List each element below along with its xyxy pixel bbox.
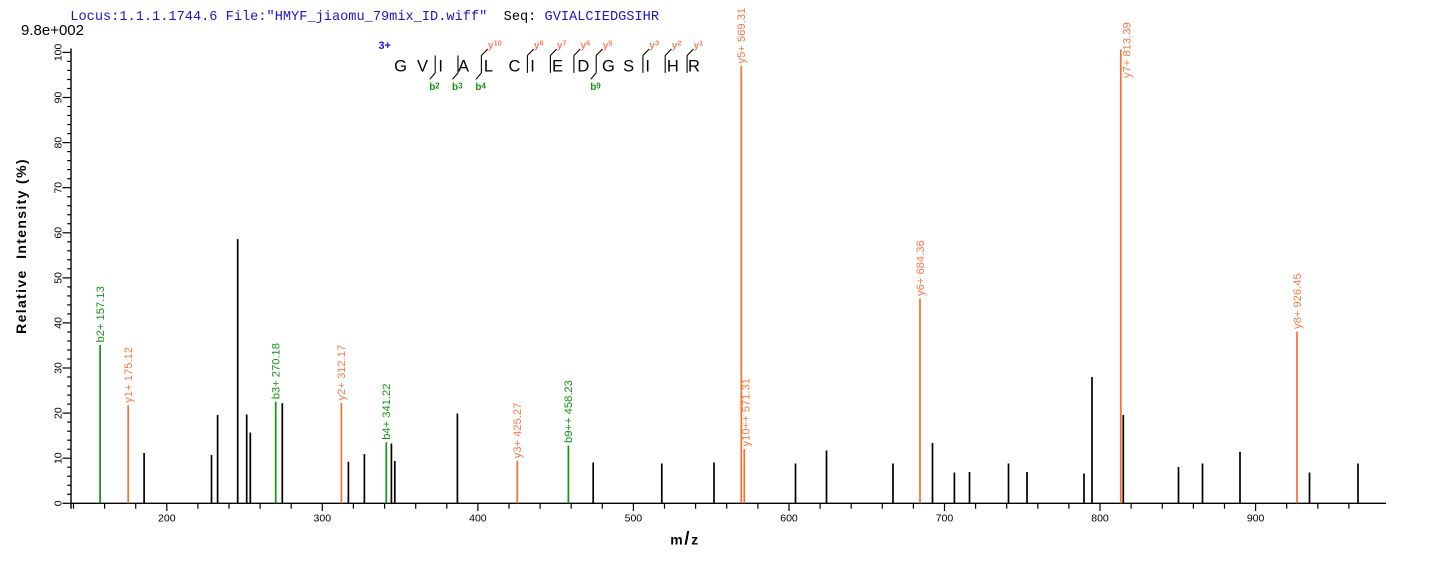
svg-text:0: 0 — [53, 500, 65, 506]
svg-text:60: 60 — [53, 227, 65, 239]
svg-text:30: 30 — [53, 362, 65, 374]
svg-text:70: 70 — [53, 182, 65, 194]
svg-text:y6: y6 — [580, 39, 590, 52]
svg-text:y2: y2 — [672, 39, 682, 52]
svg-text:300: 300 — [314, 513, 332, 525]
svg-text:20: 20 — [53, 407, 65, 419]
svg-text:600: 600 — [780, 513, 798, 525]
svg-text:G: G — [394, 58, 407, 76]
svg-text:b3+ 270.18: b3+ 270.18 — [271, 343, 283, 399]
svg-text:Relative Intensity (%): Relative Intensity (%) — [13, 158, 29, 334]
svg-text:b4: b4 — [475, 82, 486, 94]
svg-text:A: A — [458, 58, 469, 76]
svg-text:y8+ 926.45: y8+ 926.45 — [1292, 273, 1304, 329]
svg-text:E: E — [552, 58, 563, 76]
svg-text:V: V — [417, 58, 428, 76]
svg-text:b4+ 341.22: b4+ 341.22 — [381, 383, 393, 439]
svg-text:L: L — [484, 58, 493, 76]
svg-text:G: G — [602, 58, 615, 76]
svg-text:90: 90 — [53, 92, 65, 104]
svg-text:R: R — [688, 58, 700, 76]
svg-text:b3: b3 — [452, 82, 463, 94]
svg-text:9.8e+002: 9.8e+002 — [21, 22, 84, 39]
svg-text:b2+ 157.13: b2+ 157.13 — [95, 286, 107, 342]
svg-text:3+: 3+ — [378, 40, 391, 52]
svg-text:50: 50 — [53, 272, 65, 284]
svg-text:900: 900 — [1247, 513, 1265, 525]
svg-text:400: 400 — [469, 513, 487, 525]
svg-text:I: I — [530, 58, 535, 76]
svg-text:800: 800 — [1091, 513, 1109, 525]
svg-text:80: 80 — [53, 137, 65, 149]
svg-text:100: 100 — [53, 43, 65, 61]
svg-text:y3: y3 — [649, 39, 659, 52]
svg-text:40: 40 — [53, 317, 65, 329]
svg-text:y7: y7 — [557, 39, 567, 52]
svg-text:D: D — [577, 58, 589, 76]
svg-text:S: S — [623, 58, 634, 76]
svg-text:b9: b9 — [590, 82, 601, 94]
svg-text:y8: y8 — [534, 39, 544, 52]
svg-text:b9++ 458.23: b9++ 458.23 — [563, 380, 575, 443]
svg-text:y7+ 813.39: y7+ 813.39 — [1122, 22, 1134, 78]
svg-text:I: I — [645, 58, 650, 76]
svg-text:y6+ 684.36: y6+ 684.36 — [915, 240, 927, 296]
svg-text:b2: b2 — [429, 82, 440, 94]
svg-text:Locus:1.1.1.1744.6 File:"HMYF_: Locus:1.1.1.1744.6 File:"HMYF_jiaomu_79m… — [70, 10, 659, 25]
svg-text:y2+ 312.17: y2+ 312.17 — [336, 345, 348, 401]
svg-text:I: I — [438, 58, 443, 76]
svg-text:H: H — [667, 58, 679, 76]
svg-text:y5: y5 — [603, 39, 613, 52]
svg-text:y1+ 175.12: y1+ 175.12 — [123, 347, 135, 403]
svg-text:200: 200 — [158, 513, 176, 525]
svg-text:C: C — [509, 58, 521, 76]
svg-text:y10++ 571.31: y10++ 571.31 — [741, 378, 753, 446]
svg-text:10: 10 — [53, 452, 65, 464]
svg-text:m/z: m/z — [670, 529, 700, 549]
svg-text:y1: y1 — [694, 39, 704, 52]
svg-text:700: 700 — [936, 513, 954, 525]
svg-text:y3+ 425.27: y3+ 425.27 — [512, 403, 524, 459]
svg-text:500: 500 — [625, 513, 643, 525]
svg-text:y5+ 569.31: y5+ 569.31 — [736, 8, 748, 64]
